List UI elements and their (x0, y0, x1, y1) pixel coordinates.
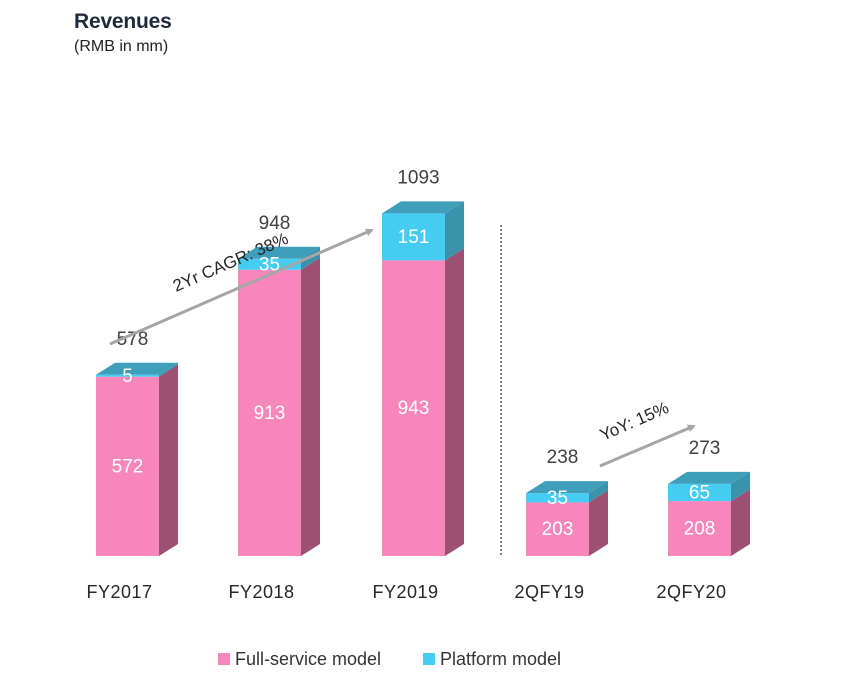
data-label-platform: 35 (547, 488, 568, 509)
category-label: FY2018 (228, 582, 294, 602)
bar-full-service (526, 502, 589, 556)
yoy-annotation: YoY: 15% (597, 398, 672, 445)
data-label-full-service: 913 (254, 403, 286, 424)
bar-top-face (96, 362, 178, 375)
bar-full-service (96, 376, 159, 556)
legend-label-platform: Platform model (440, 649, 561, 669)
total-label: 948 (259, 213, 291, 234)
bar-side-platform (731, 471, 750, 502)
category-label: FY2019 (372, 582, 438, 602)
bar-side-full-service (589, 490, 608, 556)
data-label-full-service: 208 (684, 519, 716, 540)
total-label: 1093 (397, 167, 439, 188)
legend-label-full-service: Full-service model (235, 649, 381, 669)
total-label: 273 (689, 438, 721, 459)
bar-side-full-service (301, 257, 320, 556)
bar-side-full-service (445, 248, 464, 556)
total-label: 578 (117, 329, 149, 350)
data-label-full-service: 572 (112, 456, 144, 477)
bar-platform (668, 483, 731, 502)
bar-full-service (238, 269, 301, 556)
data-label-platform: 35 (259, 254, 280, 275)
bar-top-face (238, 246, 320, 259)
bar-side-platform (589, 481, 608, 503)
category-label: 2QFY19 (514, 582, 584, 602)
bar-platform (96, 374, 159, 377)
data-label-full-service: 943 (398, 398, 430, 419)
category-label: FY2017 (86, 582, 152, 602)
bar-platform (238, 258, 301, 270)
data-label-platform: 65 (689, 483, 710, 504)
legend-swatch-platform (423, 653, 435, 665)
bar-side-full-service (731, 489, 750, 556)
cagr-arrow (109, 228, 374, 346)
bar-full-service (668, 501, 731, 556)
bar-full-service (382, 260, 445, 556)
chart-title: Revenues (74, 10, 172, 33)
yoy-arrow (599, 424, 696, 468)
bar-side-platform (159, 362, 178, 377)
legend-swatch-full-service (218, 653, 230, 665)
data-label-full-service: 203 (542, 519, 574, 540)
data-label-platform: 5 (122, 366, 133, 387)
bar-platform (382, 213, 445, 261)
total-label: 238 (547, 447, 579, 468)
bar-platform (526, 493, 589, 503)
bar-top-face (668, 471, 750, 484)
bar-top-face (526, 481, 608, 494)
bar-side-full-service (159, 364, 178, 556)
category-label: 2QFY20 (656, 582, 726, 602)
data-label-platform: 151 (398, 227, 430, 248)
chart-subtitle: (RMB in mm) (74, 38, 169, 55)
bar-top-face (382, 201, 464, 214)
bar-side-platform (445, 201, 464, 261)
